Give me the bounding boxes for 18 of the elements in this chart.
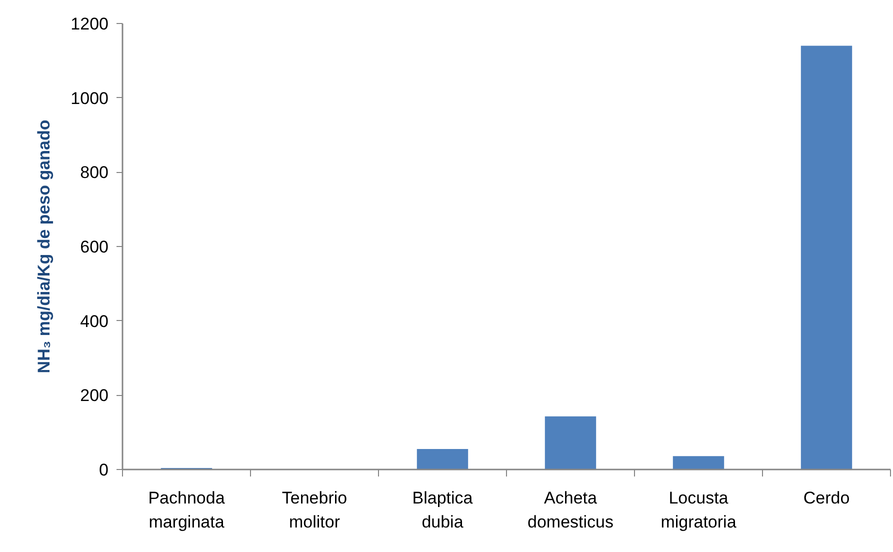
y-tick-label: 1000 — [70, 88, 109, 108]
bar — [800, 46, 852, 470]
bar — [416, 449, 468, 470]
y-axis-title: NH₃ mg/dia/Kg de peso ganado — [34, 120, 54, 374]
bar — [544, 416, 596, 470]
y-tick-label: 0 — [99, 460, 109, 480]
y-tick-label: 800 — [80, 163, 109, 182]
x-tick-label: Cerdo — [803, 488, 850, 508]
x-tick-label: Acheta domesticus — [528, 488, 614, 532]
x-tick-label: Tenebrio molitor — [282, 488, 348, 532]
x-tick-label: Blaptica dubia — [412, 488, 474, 532]
x-tick-label: Locusta migratoria — [660, 488, 737, 532]
y-tick-label: 1200 — [70, 14, 109, 34]
y-tick-label: 200 — [80, 386, 109, 406]
y-tick-label: 600 — [80, 238, 109, 256]
y-tick-label: 400 — [80, 312, 109, 331]
x-tick-label: Pachnoda marginata — [148, 488, 226, 532]
bar — [672, 456, 724, 470]
